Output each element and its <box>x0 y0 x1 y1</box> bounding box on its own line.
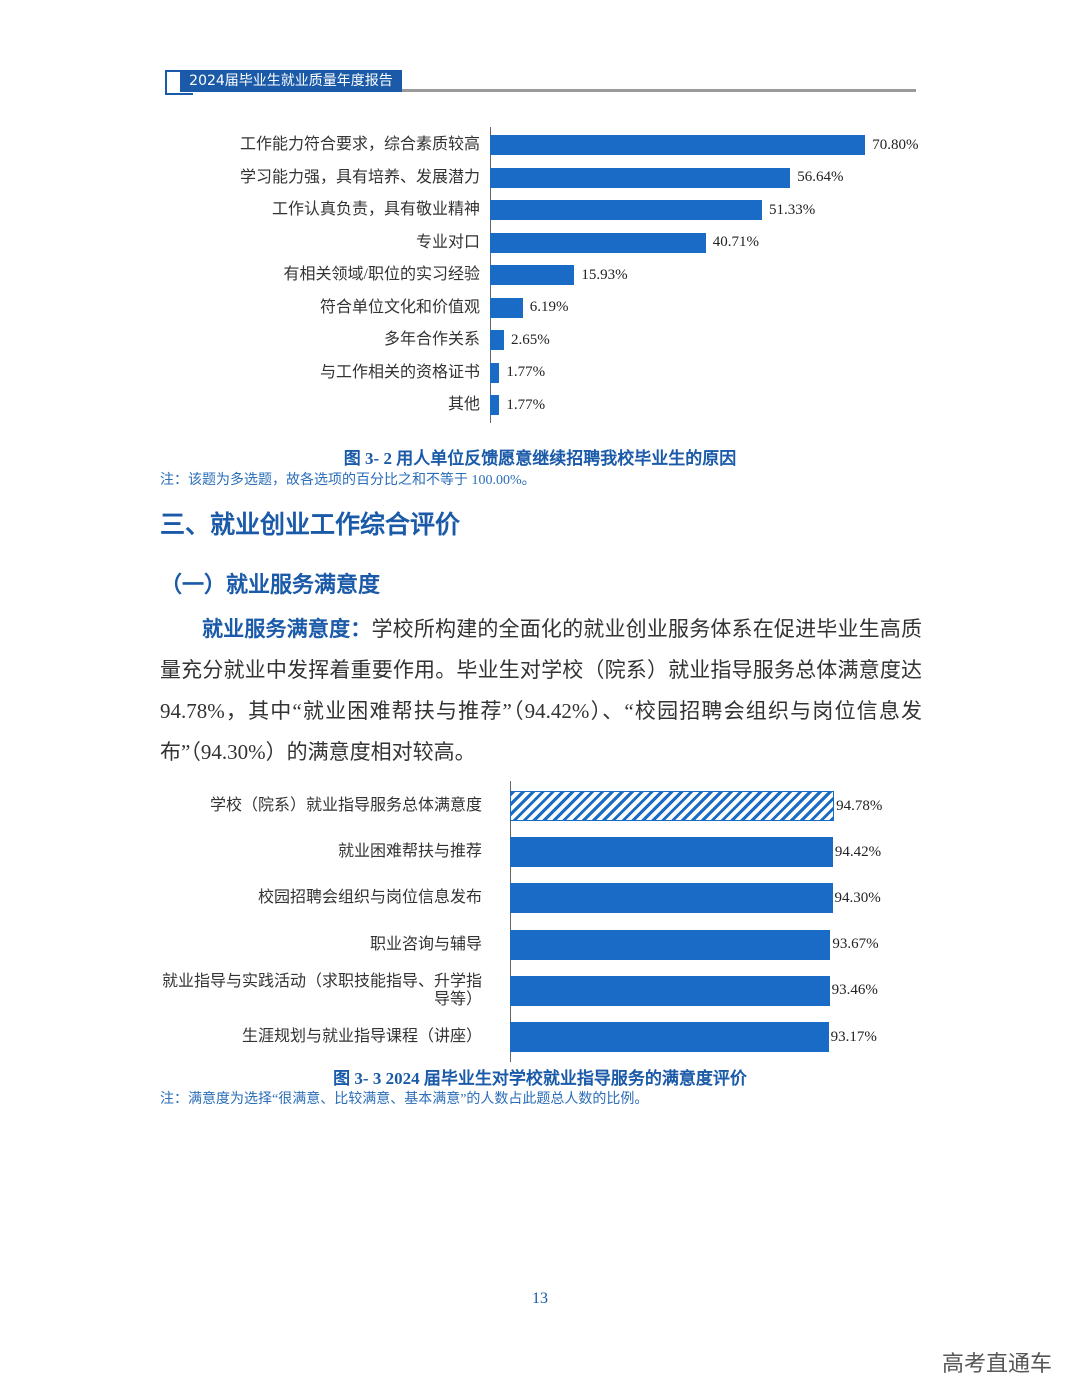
paragraph-text: 学校所构建的全面化的就业创业服务体系在促进毕业生高质量充分就业中发挥着重要作用。… <box>160 617 923 764</box>
bar <box>490 167 791 188</box>
value-label: 40.71% <box>712 234 759 250</box>
bar <box>510 975 830 1006</box>
category-label: 工作能力符合要求，综合素质较高 <box>239 136 480 153</box>
bar <box>510 1022 829 1052</box>
bar-row: 生涯规划与就业指导课程（讲座） 93.17% <box>160 1017 877 1057</box>
figure-caption: 图 3- 3 2024 届毕业生对学校就业指导服务的满意度评价 <box>333 1069 747 1088</box>
bar-row: 与工作相关的资格证书 1.77% <box>160 359 545 387</box>
bar <box>490 297 523 318</box>
category-label: 其他 <box>447 396 480 413</box>
header-frame <box>165 70 193 95</box>
bar <box>490 330 505 350</box>
page-number: 13 <box>532 1290 548 1307</box>
category-label: 工作认真负责，具有敬业精神 <box>271 201 480 218</box>
bar-row: 学校（院系）就业指导服务总体满意度 94.78% <box>160 786 882 826</box>
bar <box>510 791 835 821</box>
header-rule <box>402 89 916 92</box>
value-label: 93.67% <box>832 936 879 953</box>
bar <box>490 265 575 285</box>
bar-row: 工作能力符合要求，综合素质较高 70.80% <box>160 131 918 159</box>
bar <box>490 232 706 253</box>
value-label: 6.19% <box>529 299 569 315</box>
bar-row: 校园招聘会组织与岗位信息发布 94.30% <box>160 878 881 918</box>
bar <box>490 395 500 415</box>
watermark: 高考直通车 <box>942 1352 1053 1377</box>
bar <box>510 837 833 868</box>
category-label: 学校（院系）就业指导服务总体满意度 <box>209 797 482 814</box>
bar-row: 有相关领域/职位的实习经验 15.93% <box>160 261 628 289</box>
value-label: 2.65% <box>511 331 550 348</box>
value-label: 94.30% <box>834 889 881 906</box>
figure-note: 注：该题为多选题，故各选项的百分比之和不等于 100.00%。 <box>160 473 536 488</box>
bar <box>490 135 866 155</box>
figure-note: 注：满意度为选择“很满意、比较满意、基本满意”的人数占此题总人数的比例。 <box>160 1092 649 1107</box>
value-label: 51.33% <box>769 201 816 218</box>
value-label: 93.46% <box>831 982 878 999</box>
bar-row: 学习能力强，具有培养、发展潜力 56.64% <box>160 164 843 192</box>
value-label: 93.17% <box>830 1028 877 1045</box>
bar-row: 就业困难帮扶与推荐 94.42% <box>160 832 881 872</box>
category-label: 有相关领域/职位的实习经验 <box>283 266 480 283</box>
paragraph-lead: 就业服务满意度： <box>202 617 372 641</box>
bar-row: 其他 1.77% <box>160 391 545 419</box>
header-title: 2024届毕业生就业质量年度报告 <box>180 70 402 92</box>
bar-row: 职业咨询与辅导 93.67% <box>160 925 879 965</box>
value-label: 94.42% <box>834 843 882 860</box>
category-label: 就业指导与实践活动（求职技能指导、升学指导等） <box>161 972 482 1008</box>
bar-row: 多年合作关系 2.65% <box>160 326 550 354</box>
bar <box>490 200 763 220</box>
category-label: 与工作相关的资格证书 <box>319 363 480 381</box>
bar <box>490 362 500 383</box>
value-label: 1.77% <box>506 364 546 380</box>
bar-row: 符合单位文化和价值观 6.19% <box>160 294 569 322</box>
category-label: 校园招聘会组织与岗位信息发布 <box>257 889 482 907</box>
category-label: 生涯规划与就业指导课程（讲座） <box>241 1028 482 1045</box>
category-label: 多年合作关系 <box>383 331 480 348</box>
category-label: 专业对口 <box>415 233 480 251</box>
bar-row: 就业指导与实践活动（求职技能指导、升学指导等） 93.46% <box>160 971 878 1011</box>
figure-caption: 图 3- 2 用人单位反馈愿意继续招聘我校毕业生的原因 <box>343 449 737 468</box>
category-label: 符合单位文化和价值观 <box>319 298 480 316</box>
category-label: 就业困难帮扶与推荐 <box>337 843 482 861</box>
bar <box>510 929 831 960</box>
bar <box>510 883 833 914</box>
bar-row: 专业对口 40.71% <box>160 229 759 257</box>
paragraph: 就业服务满意度：学校所构建的全面化的就业创业服务体系在促进毕业生高质量充分就业中… <box>160 609 922 773</box>
axis-line <box>510 780 511 1063</box>
category-label: 职业咨询与辅导 <box>369 935 482 953</box>
value-label: 1.77% <box>506 396 546 413</box>
section-heading: 三、就业创业工作综合评价 <box>160 510 461 539</box>
subsection-heading: （一）就业服务满意度 <box>160 573 381 598</box>
category-label: 学习能力强，具有培养、发展潜力 <box>239 168 480 186</box>
value-label: 56.64% <box>797 169 844 185</box>
value-label: 15.93% <box>581 266 628 283</box>
value-label: 70.80% <box>872 136 919 153</box>
value-label: 94.78% <box>836 797 883 814</box>
bar-row: 工作认真负责，具有敬业精神 51.33% <box>160 196 815 224</box>
